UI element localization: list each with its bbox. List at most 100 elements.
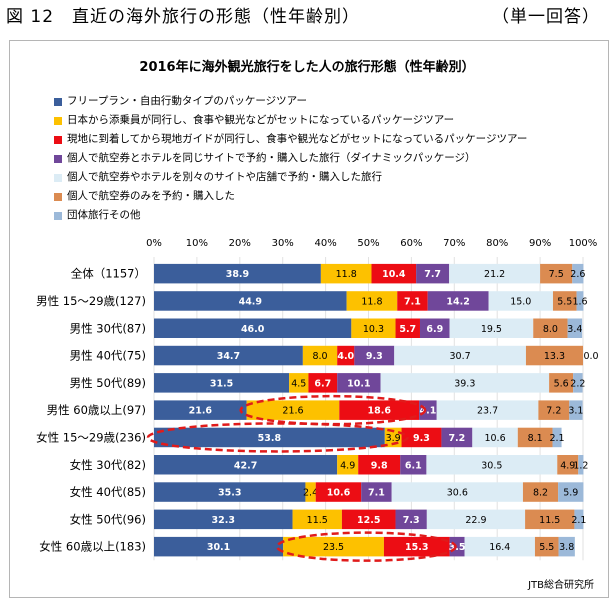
legend-swatch [54, 192, 62, 201]
bar-segment [283, 536, 384, 557]
figure-title: 図 12 直近の海外旅行の形態（性年齢別） [6, 7, 361, 27]
bar-segment [574, 509, 584, 530]
data-label: 46.0 [241, 324, 265, 335]
data-label: 4.0 [337, 351, 354, 362]
data-label: 4.1 [419, 406, 436, 417]
bar-segment [427, 291, 489, 311]
data-label: 4.5 [291, 378, 306, 389]
data-label: 2.2 [570, 378, 585, 389]
legend-label: 日本から添乗員が同行し、食事や観光などがセットになっているパッケージツアー [67, 114, 455, 126]
data-label: 30.5 [481, 460, 502, 471]
legend-label: 個人で航空券やホテルを別々のサイトや店舗で予約・購入した旅行 [67, 171, 382, 183]
data-label: 1.6 [572, 296, 587, 307]
category-label: 男性 30代(87) [70, 321, 146, 335]
data-label: 0.0 [583, 351, 598, 362]
data-label: 1.2 [573, 460, 588, 471]
category-label: 女性 40代(85) [70, 485, 146, 499]
legend-label: 個人で航空券とホテルを同じサイトで予約・購入した旅行（ダイナミックパッケージ） [67, 152, 476, 164]
answer-type-note: （単一回答） [492, 7, 600, 27]
data-label: 14.2 [446, 296, 469, 307]
bar-segment [354, 345, 395, 366]
data-label: 2.4 [303, 488, 318, 499]
data-label: 6.9 [426, 324, 443, 335]
data-label: 8.2 [533, 488, 548, 499]
legend-swatch [54, 116, 62, 125]
data-label: 10.4 [382, 269, 406, 280]
legend-item: フリープラン・自由行動タイプのパッケージツアー [54, 92, 527, 111]
bar-segment [154, 400, 247, 420]
legend-item: 団体旅行その他 [54, 206, 527, 225]
bar-segment [419, 400, 437, 420]
data-label: 4.9 [560, 460, 575, 471]
bar-segment [154, 427, 385, 448]
bar-segment [154, 482, 306, 502]
bar-segment [488, 291, 553, 311]
bar-segment [154, 509, 293, 530]
data-label: 3.1 [568, 406, 583, 417]
data-label: 15.0 [510, 296, 531, 307]
legend: フリープラン・自由行動タイプのパッケージツアー日本から添乗員が同行し、食事や観光… [54, 92, 527, 225]
bar-segment [308, 373, 338, 393]
data-label: 30.1 [207, 542, 230, 553]
data-label: 9.3 [413, 433, 430, 444]
bar-segment [305, 482, 316, 502]
legend-swatch [54, 154, 62, 163]
data-label: 3.4 [567, 324, 582, 335]
x-tick-label: 80% [486, 238, 508, 249]
data-label: 5.9 [563, 488, 578, 499]
data-label: 16.4 [489, 542, 510, 553]
bar-segment [557, 455, 579, 475]
bar-segment [154, 291, 347, 311]
bar-segment [449, 536, 465, 557]
figure-header: 図 12 直近の海外旅行の形態（性年齢別） （単一回答） [0, 0, 614, 32]
bar-segment [292, 509, 342, 530]
bar-segment [154, 263, 321, 284]
data-label: 23.5 [323, 542, 344, 553]
bar-segment [302, 345, 338, 366]
data-label: 13.3 [544, 351, 565, 362]
data-label: 7.1 [368, 488, 385, 499]
x-tick-label: 40% [314, 238, 336, 249]
bar-segment [533, 318, 568, 338]
data-label: 3.5 [449, 542, 466, 553]
data-label: 8.0 [543, 324, 558, 335]
data-label: 7.1 [404, 296, 421, 307]
bar-segment [361, 482, 392, 502]
x-tick-label: 30% [272, 238, 294, 249]
x-tick-label: 60% [400, 238, 422, 249]
category-label: 女性 60歳以上(183) [39, 540, 146, 554]
bar-segment [578, 455, 584, 475]
bar-segment [472, 427, 518, 448]
x-tick-label: 10% [186, 238, 208, 249]
data-label: 10.6 [484, 433, 505, 444]
category-label: 女性 50代(96) [70, 512, 146, 526]
bar-segment [538, 400, 570, 420]
bar-segment [549, 373, 574, 393]
bar-segment [426, 509, 526, 530]
data-label: 2.6 [570, 269, 585, 280]
legend-swatch [54, 135, 62, 144]
data-label: 5.7 [399, 324, 416, 335]
bar-segment [395, 318, 420, 338]
bar-segment [337, 455, 359, 475]
bar-segment [441, 427, 473, 448]
legend-item: 個人で航空券とホテルを同じサイトで予約・購入した旅行（ダイナミックパッケージ） [54, 149, 527, 168]
bar-segment [558, 482, 584, 502]
data-label: 22.9 [465, 515, 486, 526]
legend-swatch [54, 173, 62, 182]
bar-segment [400, 455, 427, 475]
data-label: 7.5 [549, 269, 564, 280]
highlight-ellipse [275, 531, 457, 562]
bar-segment [572, 263, 584, 284]
data-label: 6.7 [314, 378, 331, 389]
data-label: 32.3 [212, 515, 235, 526]
bar-segment [540, 263, 573, 284]
data-label: 31.5 [210, 378, 233, 389]
bar-segment [395, 509, 427, 530]
x-tick-label: 70% [443, 238, 465, 249]
data-label: 35.3 [218, 488, 241, 499]
data-label: 9.3 [366, 351, 383, 362]
bar-segment [394, 345, 526, 366]
data-label: 19.5 [481, 324, 502, 335]
